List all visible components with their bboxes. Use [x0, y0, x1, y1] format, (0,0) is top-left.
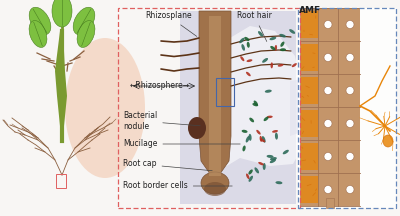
Bar — [298, 8, 396, 208]
Bar — [301, 11, 318, 38]
Ellipse shape — [246, 59, 252, 62]
Bar — [301, 44, 318, 71]
Ellipse shape — [249, 118, 254, 122]
Ellipse shape — [241, 44, 245, 51]
Ellipse shape — [204, 182, 226, 196]
Circle shape — [324, 54, 332, 62]
Ellipse shape — [274, 45, 277, 51]
Bar — [56, 174, 66, 188]
Ellipse shape — [289, 29, 295, 34]
Ellipse shape — [292, 63, 297, 67]
Bar — [300, 8, 360, 206]
Ellipse shape — [29, 21, 47, 48]
Ellipse shape — [383, 135, 393, 147]
Ellipse shape — [275, 133, 278, 140]
Text: Root cap: Root cap — [123, 159, 212, 171]
Ellipse shape — [246, 136, 250, 143]
Ellipse shape — [280, 41, 284, 47]
FancyBboxPatch shape — [180, 11, 296, 204]
Ellipse shape — [29, 7, 51, 35]
Ellipse shape — [270, 159, 276, 163]
Circle shape — [324, 21, 332, 29]
Ellipse shape — [283, 150, 289, 154]
Ellipse shape — [242, 130, 248, 133]
Ellipse shape — [267, 116, 273, 118]
Text: Root hair: Root hair — [237, 11, 272, 41]
Ellipse shape — [265, 90, 272, 93]
Circle shape — [324, 119, 332, 127]
Ellipse shape — [248, 134, 252, 141]
Text: Mucilage: Mucilage — [123, 140, 240, 149]
Bar — [298, 8, 396, 208]
Ellipse shape — [201, 172, 229, 194]
Ellipse shape — [65, 38, 145, 178]
Ellipse shape — [246, 173, 250, 179]
Circle shape — [346, 119, 354, 127]
Circle shape — [346, 54, 354, 62]
Ellipse shape — [247, 42, 250, 48]
Ellipse shape — [240, 56, 244, 61]
Ellipse shape — [260, 138, 265, 142]
Polygon shape — [290, 76, 320, 136]
Circle shape — [324, 152, 332, 160]
Circle shape — [346, 186, 354, 194]
Ellipse shape — [188, 117, 206, 139]
Text: AMF: AMF — [299, 6, 321, 15]
Ellipse shape — [262, 58, 268, 63]
Ellipse shape — [278, 64, 284, 67]
Circle shape — [324, 186, 332, 194]
Ellipse shape — [244, 37, 250, 41]
Bar — [209, 16, 221, 176]
Bar — [216, 78, 234, 106]
Ellipse shape — [280, 48, 286, 51]
Ellipse shape — [77, 21, 95, 48]
Ellipse shape — [270, 37, 276, 40]
Ellipse shape — [242, 146, 246, 151]
Ellipse shape — [254, 100, 258, 106]
Circle shape — [346, 86, 354, 95]
Text: Bacterial
nodule: Bacterial nodule — [123, 111, 200, 131]
Ellipse shape — [262, 136, 266, 143]
Text: Rhizosplane: Rhizosplane — [145, 11, 197, 36]
Ellipse shape — [264, 117, 268, 121]
Bar — [326, 198, 334, 208]
Ellipse shape — [248, 169, 253, 175]
Ellipse shape — [246, 72, 251, 76]
Circle shape — [346, 21, 354, 29]
Text: Root border cells: Root border cells — [123, 181, 232, 191]
Ellipse shape — [270, 157, 277, 160]
Polygon shape — [199, 11, 231, 181]
Ellipse shape — [52, 0, 72, 27]
Ellipse shape — [270, 46, 276, 50]
Ellipse shape — [270, 62, 273, 68]
Text: ←Rhizosphere→: ←Rhizosphere→ — [130, 81, 190, 91]
Bar — [301, 176, 318, 203]
Ellipse shape — [276, 181, 282, 184]
Ellipse shape — [260, 136, 262, 142]
Ellipse shape — [272, 130, 278, 133]
Bar — [301, 77, 318, 104]
Ellipse shape — [279, 34, 286, 38]
Ellipse shape — [254, 167, 259, 173]
Polygon shape — [215, 26, 303, 173]
Ellipse shape — [239, 38, 244, 43]
Ellipse shape — [73, 7, 95, 35]
Bar — [118, 8, 300, 208]
Circle shape — [346, 152, 354, 160]
Ellipse shape — [258, 31, 263, 37]
Ellipse shape — [263, 163, 266, 170]
Circle shape — [324, 86, 332, 95]
Ellipse shape — [248, 176, 253, 182]
Bar — [301, 110, 318, 137]
Bar — [301, 143, 318, 170]
Ellipse shape — [252, 103, 258, 106]
Ellipse shape — [266, 155, 274, 158]
Ellipse shape — [258, 162, 264, 165]
Ellipse shape — [256, 130, 261, 135]
Polygon shape — [55, 31, 67, 136]
